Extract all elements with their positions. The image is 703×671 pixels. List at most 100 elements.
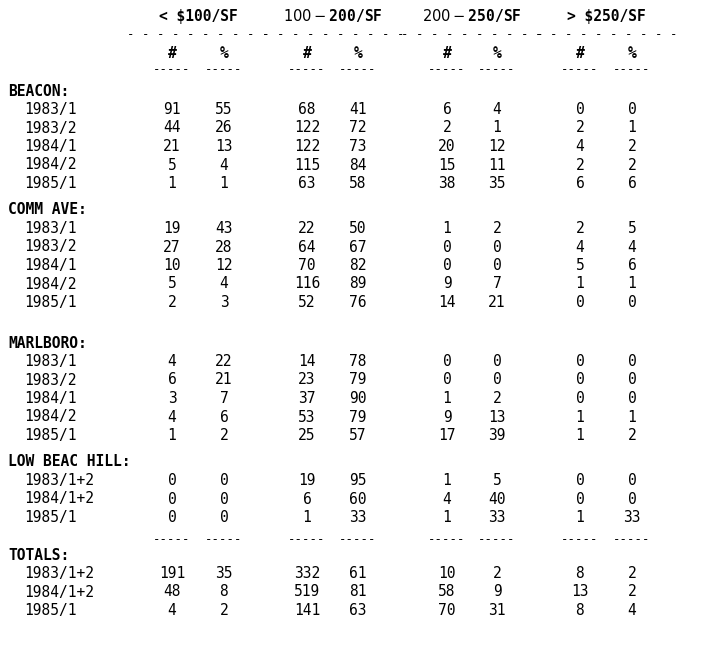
Text: 1: 1 [628,276,636,291]
Text: 4: 4 [219,276,228,291]
Text: 519: 519 [294,584,320,599]
Text: 13: 13 [489,409,505,425]
Text: 58: 58 [349,176,367,191]
Text: 0: 0 [493,258,501,273]
Text: 44: 44 [163,121,181,136]
Text: 21: 21 [163,139,181,154]
Text: 0: 0 [219,491,228,507]
Text: 5: 5 [167,276,176,291]
Text: 2: 2 [493,566,501,581]
Text: 0: 0 [576,391,584,406]
Text: 6: 6 [628,176,636,191]
Text: %: % [219,46,228,62]
Text: 68: 68 [298,102,316,117]
Text: 8: 8 [576,566,584,581]
Text: #: # [302,46,311,62]
Text: 0: 0 [443,258,451,273]
Text: 0: 0 [167,473,176,488]
Text: 21: 21 [489,295,505,310]
Text: 1983/1: 1983/1 [24,354,77,369]
Text: 84: 84 [349,158,367,172]
Text: 1983/2: 1983/2 [24,121,77,136]
Text: 1984/1+2: 1984/1+2 [24,584,94,599]
Text: 91: 91 [163,102,181,117]
Text: 1985/1: 1985/1 [24,295,77,310]
Text: 17: 17 [438,428,456,443]
Text: 64: 64 [298,240,316,254]
Text: 1: 1 [628,121,636,136]
Text: 10: 10 [438,566,456,581]
Text: 70: 70 [298,258,316,273]
Text: 57: 57 [349,428,367,443]
Text: 22: 22 [298,221,316,236]
Text: 15: 15 [438,158,456,172]
Text: -----: ----- [428,64,466,76]
Text: 2: 2 [576,158,584,172]
Text: 0: 0 [628,354,636,369]
Text: 1: 1 [576,409,584,425]
Text: 1984/2: 1984/2 [24,276,77,291]
Text: 122: 122 [294,139,320,154]
Text: 1: 1 [493,121,501,136]
Text: 23: 23 [298,372,316,387]
Text: 1: 1 [576,428,584,443]
Text: 33: 33 [624,510,640,525]
Text: 0: 0 [576,491,584,507]
Text: 1983/2: 1983/2 [24,372,77,387]
Text: - - - - - - - - - -: - - - - - - - - - - [262,28,404,42]
Text: 4: 4 [167,603,176,618]
Text: 1: 1 [443,510,451,525]
Text: 332: 332 [294,566,320,581]
Text: %: % [493,46,501,62]
Text: 1983/1+2: 1983/1+2 [24,566,94,581]
Text: 63: 63 [349,603,367,618]
Text: 0: 0 [628,372,636,387]
Text: LOW BEAC HILL:: LOW BEAC HILL: [8,454,131,470]
Text: 76: 76 [349,295,367,310]
Text: 1: 1 [443,391,451,406]
Text: 13: 13 [572,584,588,599]
Text: 1984/1: 1984/1 [24,258,77,273]
Text: 5: 5 [167,158,176,172]
Text: 2: 2 [493,221,501,236]
Text: 67: 67 [349,240,367,254]
Text: 33: 33 [489,510,505,525]
Text: 2: 2 [576,121,584,136]
Text: 82: 82 [349,258,367,273]
Text: 0: 0 [493,354,501,369]
Text: 90: 90 [349,391,367,406]
Text: 116: 116 [294,276,320,291]
Text: 3: 3 [167,391,176,406]
Text: 40: 40 [489,491,505,507]
Text: 2: 2 [628,428,636,443]
Text: 0: 0 [167,491,176,507]
Text: 0: 0 [576,473,584,488]
Text: $100-$200/SF: $100-$200/SF [283,7,383,25]
Text: 1: 1 [628,409,636,425]
Text: -----: ----- [288,533,325,546]
Text: 61: 61 [349,566,367,581]
Text: 4: 4 [443,491,451,507]
Text: 48: 48 [163,584,181,599]
Text: 6: 6 [443,102,451,117]
Text: 33: 33 [349,510,367,525]
Text: 0: 0 [628,391,636,406]
Text: 1983/2: 1983/2 [24,240,77,254]
Text: 35: 35 [215,566,233,581]
Text: 5: 5 [493,473,501,488]
Text: 9: 9 [443,276,451,291]
Text: -----: ----- [613,533,651,546]
Text: -----: ----- [340,64,377,76]
Text: -----: ----- [613,64,651,76]
Text: 0: 0 [443,240,451,254]
Text: 79: 79 [349,409,367,425]
Text: 0: 0 [219,510,228,525]
Text: 1: 1 [576,276,584,291]
Text: 63: 63 [298,176,316,191]
Text: 0: 0 [576,354,584,369]
Text: -----: ----- [205,64,243,76]
Text: 2: 2 [628,566,636,581]
Text: -----: ----- [561,533,599,546]
Text: 1984/2: 1984/2 [24,158,77,172]
Text: 4: 4 [576,139,584,154]
